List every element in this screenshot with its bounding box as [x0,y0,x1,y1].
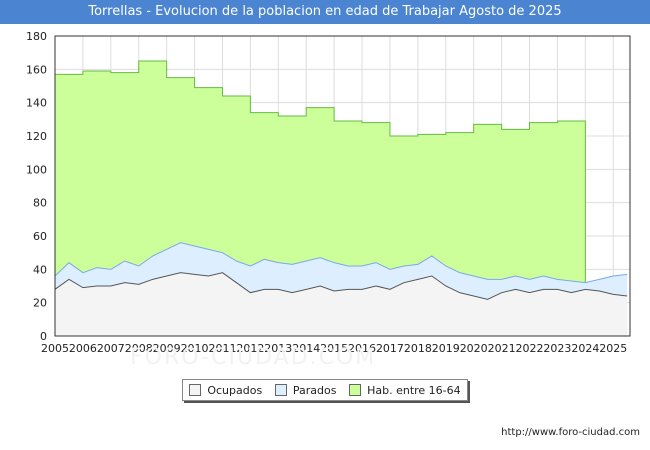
chart-title: Torrellas - Evolucion de la poblacion en… [0,0,650,24]
x-tick-label: 2025 [599,342,627,355]
legend-item-parados: Parados [274,383,337,397]
y-tick-label: 120 [26,130,47,143]
legend-swatch-ocupados [189,384,202,396]
x-tick-label: 2019 [432,342,460,355]
y-tick-label: 160 [26,63,47,76]
x-tick-label: 2010 [181,342,209,355]
x-tick-label: 2014 [292,342,320,355]
plot-border [54,35,631,337]
x-tick-label: 2006 [69,342,97,355]
series-ocupados-line [54,272,628,300]
legend-label-parados: Parados [292,383,337,397]
x-tick-label: 2015 [320,342,348,355]
x-tick-label: 2009 [153,342,181,355]
series-parados-line [54,242,628,284]
y-tick-label: 100 [26,163,47,176]
y-tick-label: 80 [33,197,47,210]
y-tick-label: 20 [33,297,47,310]
x-tick-label: 2024 [571,342,599,355]
x-tick-label: 2017 [376,342,404,355]
legend-label-ocupados: Ocupados [207,383,263,397]
x-tick-label: 2018 [404,342,432,355]
x-tick-label: 2005 [41,342,69,355]
x-tick-label: 2011 [208,342,236,355]
legend-label-hab: Hab. entre 16-64 [367,383,461,397]
x-tick-label: 2016 [348,342,376,355]
y-tick-label: 180 [26,30,47,43]
x-tick-label: 2021 [488,342,516,355]
watermark: FORO-CIUDAD.COM [130,345,377,370]
source-link[interactable]: http://www.foro-ciudad.com [501,427,640,438]
x-tick-label: 2020 [460,342,488,355]
y-tick-label: 40 [33,263,47,276]
y-tick-label: 140 [26,97,47,110]
x-tick-label: 2008 [125,342,153,355]
legend-swatch-hab [349,384,362,396]
legend-swatch-parados [274,384,287,396]
x-tick-label: 2012 [236,342,264,355]
x-tick-label: 2022 [516,342,544,355]
legend-item-ocupados: Ocupados [189,384,262,397]
y-tick-label: 0 [40,330,47,343]
x-tick-label: 2007 [97,342,125,355]
legend: Ocupados Parados Hab. entre 16-64 [182,379,468,401]
y-tick-label: 60 [33,230,47,243]
x-tick-label: 2013 [264,342,292,355]
chart-area: 0 20 40 60 80 100 120 140 160 180 2005 2006 2007 2008… [26,30,631,355]
series-ocupados-area [55,272,628,336]
legend-item-hab: Hab. entre 16-64 [349,384,461,397]
x-tick-label: 2023 [543,342,571,355]
